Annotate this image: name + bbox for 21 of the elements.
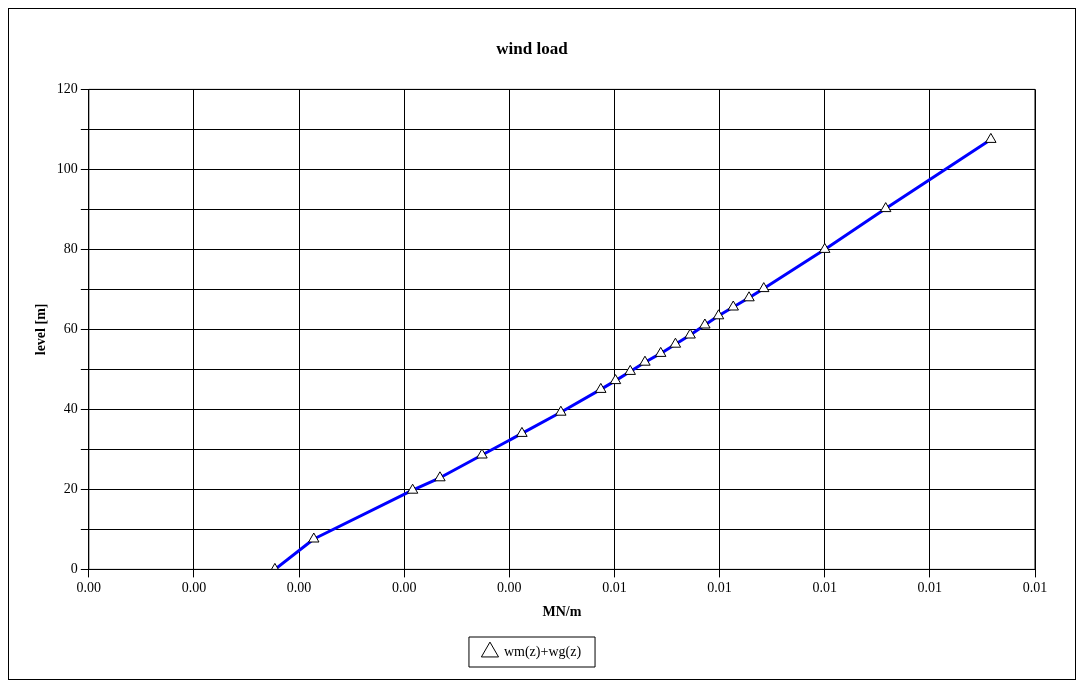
x-tick-label: 0.01 — [602, 580, 627, 596]
x-tick-label: 0.01 — [1022, 580, 1048, 596]
y-tick-label: 60 — [63, 321, 78, 337]
y-tick-label: 120 — [56, 81, 78, 97]
x-axis-title: MN/m — [542, 604, 582, 620]
y-tick-label: 20 — [63, 481, 78, 497]
x-tick-label: 0.01 — [812, 580, 837, 596]
y-tick-label: 40 — [63, 401, 78, 417]
x-tick-label: 0.00 — [286, 580, 312, 596]
x-tick-label: 0.01 — [707, 580, 732, 596]
y-tick-label: 100 — [56, 161, 78, 177]
y-tick-label: 80 — [63, 241, 78, 257]
x-tick-label: 0.00 — [497, 580, 522, 596]
x-tick-label: 0.00 — [76, 580, 102, 596]
legend-label: wm(z)+wg(z) — [503, 643, 582, 660]
chart-title: wind load — [496, 38, 569, 58]
x-tick-label: 0.01 — [917, 580, 943, 596]
x-tick-label: 0.00 — [181, 580, 207, 596]
y-axis-title: level [m] — [33, 303, 49, 356]
y-tick-label: 0 — [70, 561, 78, 577]
x-tick-label: 0.00 — [391, 580, 417, 596]
